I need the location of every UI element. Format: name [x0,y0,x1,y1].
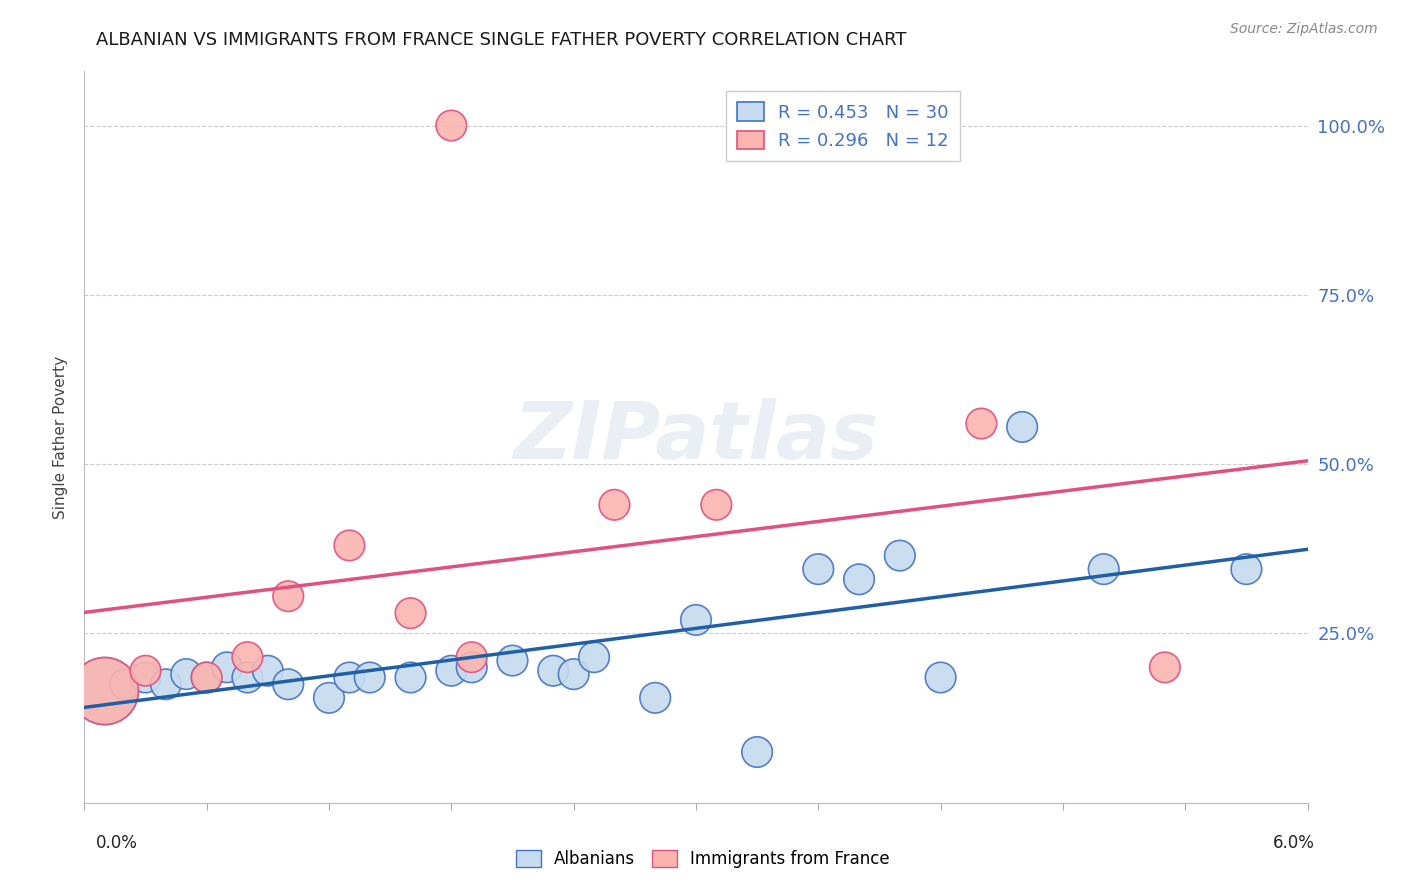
Ellipse shape [538,656,568,686]
Ellipse shape [354,662,385,693]
Ellipse shape [1150,652,1180,682]
Text: 6.0%: 6.0% [1272,834,1315,852]
Ellipse shape [131,662,160,693]
Ellipse shape [599,490,630,520]
Ellipse shape [925,662,956,693]
Ellipse shape [232,642,263,673]
Ellipse shape [172,659,201,690]
Ellipse shape [1007,412,1038,442]
Ellipse shape [232,662,263,693]
Text: ZIPatlas: ZIPatlas [513,398,879,476]
Ellipse shape [150,669,181,699]
Ellipse shape [966,409,997,439]
Ellipse shape [579,642,609,673]
Ellipse shape [335,662,364,693]
Ellipse shape [131,656,160,686]
Ellipse shape [72,657,138,724]
Ellipse shape [72,657,138,724]
Ellipse shape [436,111,467,141]
Text: Source: ZipAtlas.com: Source: ZipAtlas.com [1230,22,1378,37]
Ellipse shape [803,554,834,584]
Text: ALBANIAN VS IMMIGRANTS FROM FRANCE SINGLE FATHER POVERTY CORRELATION CHART: ALBANIAN VS IMMIGRANTS FROM FRANCE SINGL… [96,31,905,49]
Ellipse shape [273,669,304,699]
Ellipse shape [314,682,344,713]
Ellipse shape [335,530,364,561]
Ellipse shape [191,662,222,693]
Ellipse shape [844,564,875,595]
Legend: R = 0.453   N = 30, R = 0.296   N = 12: R = 0.453 N = 30, R = 0.296 N = 12 [725,91,960,161]
Legend: Albanians, Immigrants from France: Albanians, Immigrants from France [509,843,897,875]
Ellipse shape [110,669,141,699]
Ellipse shape [884,541,915,571]
Ellipse shape [457,642,486,673]
Ellipse shape [395,598,426,628]
Ellipse shape [436,656,467,686]
Ellipse shape [191,662,222,693]
Ellipse shape [498,645,527,676]
Y-axis label: Single Father Poverty: Single Father Poverty [53,356,69,518]
Ellipse shape [1088,554,1119,584]
Ellipse shape [681,605,711,635]
Text: 0.0%: 0.0% [96,834,138,852]
Ellipse shape [742,737,772,767]
Ellipse shape [457,652,486,682]
Ellipse shape [395,662,426,693]
Ellipse shape [702,490,731,520]
Ellipse shape [273,581,304,612]
Ellipse shape [212,652,242,682]
Ellipse shape [1232,554,1261,584]
Ellipse shape [558,659,589,690]
Ellipse shape [253,656,283,686]
Ellipse shape [640,682,671,713]
